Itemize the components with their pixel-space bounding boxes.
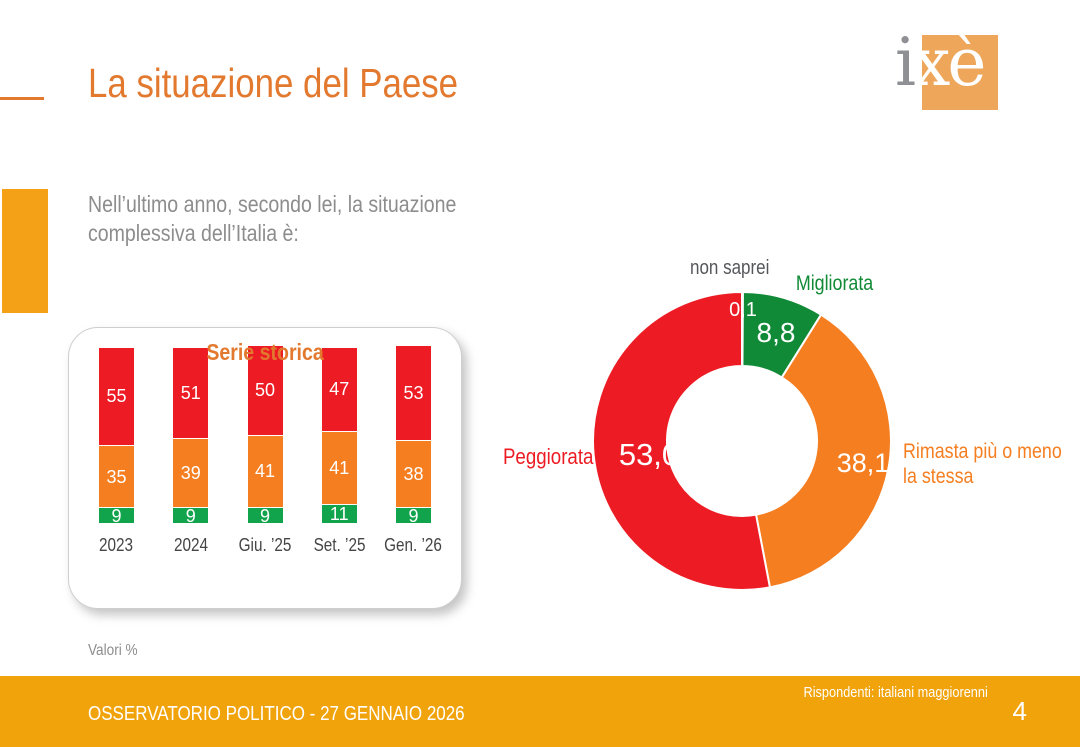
values-note: Valori % <box>88 642 138 659</box>
bar-segment-migliorata: 9 <box>396 505 431 526</box>
bar-segment-peggiorata: 47 <box>321 347 357 431</box>
bar-stack: 55 35 9 <box>99 346 134 526</box>
donut-value-non-saprei: 0,1 <box>729 299 757 321</box>
bar-stack: 47 41 11 <box>321 346 357 524</box>
bar-value-label: 51 <box>180 382 201 403</box>
bar-category-label: Gen. ’26 <box>384 535 443 555</box>
donut-chart <box>591 290 893 592</box>
bar-value-label: 47 <box>329 379 350 400</box>
bar-segment-peggiorata: 51 <box>173 347 209 439</box>
footer-survey-title: OSSERVATORIO POLITICO - 27 GENNAIO 2026 <box>88 703 465 725</box>
bar-value-label: 9 <box>185 505 196 526</box>
bar-category-label: Set. ’25 <box>313 535 366 555</box>
donut-slice-peggiorata <box>592 290 772 591</box>
donut-chart-svg <box>592 290 892 591</box>
bar-segment-rimasta: 41 <box>321 430 357 504</box>
bar-value-label: 41 <box>329 457 350 478</box>
bar-column: 55 35 9 2023 <box>99 346 134 557</box>
bar-value-label: 41 <box>254 461 276 482</box>
question-line-1: Nell’ultimo anno, secondo lei, la situaz… <box>88 191 457 217</box>
bar-column: 50 41 9 Giu. ’25 <box>238 346 292 557</box>
donut-value-peggiorata: 53,0 <box>618 437 680 472</box>
donut-value-rimasta: 38,1 <box>836 448 890 478</box>
ixe-logo-text: ixè <box>895 22 986 105</box>
title-accent-dash <box>0 97 44 100</box>
page-number: 4 <box>1012 696 1027 726</box>
serie-storica-card: Serie storica 55 35 9 2023 51 39 9 2024 50 41 9 Giu… <box>68 327 462 609</box>
footer-respondents-note: Rispondenti: italiani maggiorenni <box>803 684 988 701</box>
bar-value-label: 11 <box>329 503 349 524</box>
bar-segment-migliorata: 9 <box>99 505 134 526</box>
bar-category-label: 2024 <box>173 535 208 555</box>
stacked-bar-chart: 55 35 9 2023 51 39 9 2024 50 41 9 Giu. ’25 47 41 11 Set… <box>69 346 461 557</box>
question-text: Nell’ultimo anno, secondo lei, la situaz… <box>88 190 521 248</box>
bar-segment-peggiorata: 55 <box>99 347 134 446</box>
bar-segment-migliorata: 9 <box>247 505 283 526</box>
bar-segment-peggiorata: 53 <box>396 346 431 440</box>
footer-bar: OSSERVATORIO POLITICO - 27 GENNAIO 2026 … <box>0 676 1080 747</box>
bar-segment-rimasta: 38 <box>396 439 431 508</box>
bar-value-label: 50 <box>254 380 276 401</box>
ixe-logo-square <box>922 35 998 110</box>
bar-stack: 53 38 9 <box>396 346 431 526</box>
bar-value-label: 38 <box>403 463 424 484</box>
bar-value-label: 35 <box>106 466 127 487</box>
page-title: La situazione del Paese <box>88 60 523 107</box>
ixe-logo-letter-i: i <box>895 24 916 101</box>
bar-segment-migliorata: 9 <box>173 505 209 526</box>
bar-stack: 50 41 9 <box>247 346 283 526</box>
donut-slice-rimasta-pi-o-meno-la-stessa <box>754 313 892 589</box>
bar-value-label: 53 <box>403 382 424 403</box>
bar-chart-title: Serie storica <box>206 339 324 365</box>
bar-segment-peggiorata: 50 <box>247 346 283 435</box>
bar-segment-migliorata: 11 <box>321 503 357 524</box>
bar-value-label: 9 <box>259 505 270 526</box>
question-line-2: complessiva dell’Italia è: <box>88 219 299 246</box>
bar-segment-rimasta: 35 <box>99 445 134 508</box>
bar-category-label: Giu. ’25 <box>238 535 292 555</box>
bar-column: 51 39 9 2024 <box>173 346 209 557</box>
bar-column: 47 41 11 Set. ’25 <box>313 346 366 557</box>
donut-label-peggiorata: Peggiorata <box>502 444 593 469</box>
bar-stack: 51 39 9 <box>173 346 209 526</box>
donut-label-non-saprei: non saprei <box>690 257 770 279</box>
donut-value-migliorata: 8,8 <box>756 317 796 348</box>
bar-value-label: 9 <box>408 505 419 526</box>
bar-value-label: 55 <box>106 386 127 407</box>
donut-label-rimasta: Rimasta più o meno la stessa <box>903 440 1062 488</box>
bar-column: 53 38 9 Gen. ’26 <box>384 346 443 557</box>
bar-segment-rimasta: 39 <box>173 438 209 508</box>
bar-value-label: 39 <box>180 463 201 484</box>
page-title-text: La situazione del Paese <box>88 60 459 106</box>
side-accent-block <box>2 189 48 313</box>
donut-label-migliorata: Migliorata <box>796 272 874 295</box>
ixe-logo: ixè <box>895 24 1005 115</box>
ixe-logo-letters-xe: xè <box>913 24 986 101</box>
bar-category-label: 2023 <box>99 535 134 555</box>
bar-segment-rimasta: 41 <box>247 434 283 508</box>
bar-value-label: 9 <box>111 505 122 526</box>
